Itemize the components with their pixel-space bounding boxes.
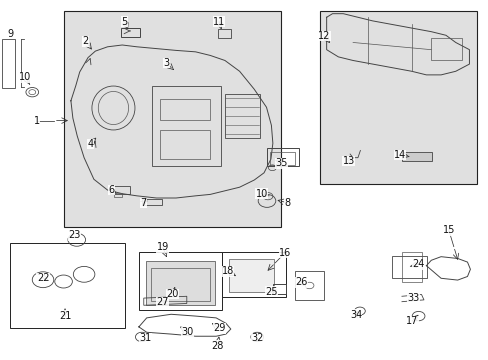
Bar xyxy=(295,271,323,300)
Text: 31: 31 xyxy=(139,333,152,343)
Bar xyxy=(142,199,162,205)
Bar xyxy=(272,284,285,294)
Text: 35: 35 xyxy=(275,158,287,168)
Bar xyxy=(121,28,140,37)
Bar xyxy=(266,148,299,166)
Text: 3: 3 xyxy=(163,58,169,68)
Text: 13: 13 xyxy=(342,156,354,166)
Text: 32: 32 xyxy=(250,333,263,343)
Bar xyxy=(224,94,260,138)
Text: 6: 6 xyxy=(108,185,114,195)
Bar xyxy=(269,152,295,165)
Bar xyxy=(160,130,210,159)
Text: 34: 34 xyxy=(349,310,362,320)
Text: 5: 5 xyxy=(122,17,127,27)
Text: 27: 27 xyxy=(156,297,169,307)
Bar xyxy=(145,261,215,305)
Text: 12: 12 xyxy=(317,31,330,41)
Bar xyxy=(401,252,422,282)
Text: 8: 8 xyxy=(284,198,289,208)
Text: 22: 22 xyxy=(37,273,49,283)
Text: 9: 9 xyxy=(8,29,14,39)
Text: 29: 29 xyxy=(212,323,225,333)
Bar xyxy=(222,252,285,297)
Text: 10: 10 xyxy=(255,189,267,199)
Bar xyxy=(218,29,230,38)
Bar xyxy=(63,11,281,227)
Text: 23: 23 xyxy=(68,230,81,240)
Bar xyxy=(139,252,222,310)
Text: 10: 10 xyxy=(19,72,32,82)
Text: 1: 1 xyxy=(34,116,40,126)
Text: 24: 24 xyxy=(411,259,424,269)
Bar xyxy=(160,99,210,120)
Bar xyxy=(2,39,15,88)
Bar xyxy=(150,268,210,301)
Text: 7: 7 xyxy=(140,198,146,208)
Text: 19: 19 xyxy=(156,242,169,252)
Text: 30: 30 xyxy=(181,327,193,337)
Text: 16: 16 xyxy=(278,248,291,258)
Bar xyxy=(228,259,273,292)
Text: 21: 21 xyxy=(59,311,71,321)
Text: 11: 11 xyxy=(212,17,225,27)
Bar xyxy=(320,11,476,184)
Bar xyxy=(391,256,427,278)
Bar xyxy=(10,243,124,328)
Text: 33: 33 xyxy=(407,293,419,303)
Text: 18: 18 xyxy=(221,266,234,276)
Text: 25: 25 xyxy=(265,287,278,297)
Text: 17: 17 xyxy=(405,316,418,326)
Text: 26: 26 xyxy=(294,277,307,287)
Bar xyxy=(401,152,431,161)
Text: 2: 2 xyxy=(82,36,88,46)
Bar xyxy=(114,193,122,197)
Text: 4: 4 xyxy=(87,139,93,149)
Bar xyxy=(109,186,130,194)
Text: 20: 20 xyxy=(166,289,179,299)
Text: 15: 15 xyxy=(442,225,454,235)
Text: 28: 28 xyxy=(211,341,224,351)
Bar xyxy=(151,86,221,166)
Bar xyxy=(430,38,461,60)
Text: 14: 14 xyxy=(393,150,406,160)
